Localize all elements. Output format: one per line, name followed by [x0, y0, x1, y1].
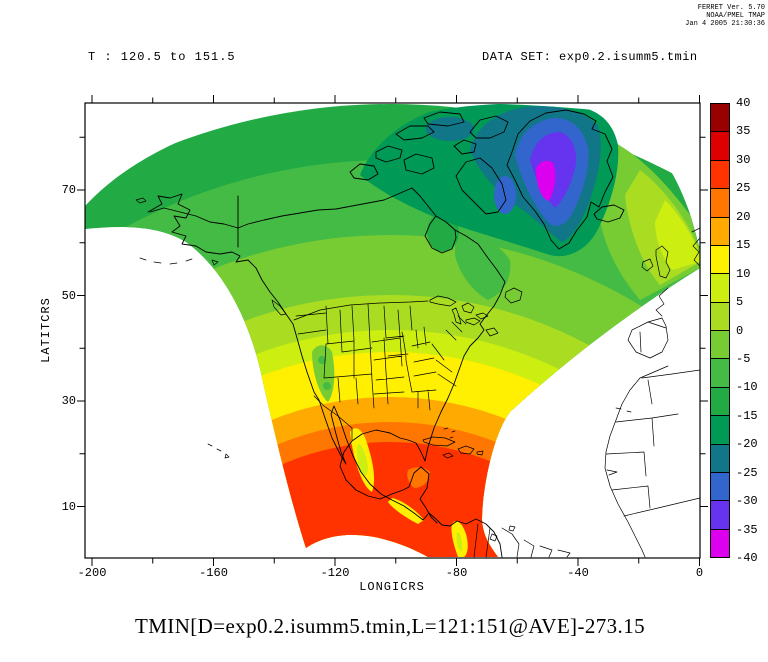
coastlines-and-borders: [135, 109, 700, 558]
x-tick-label: -120: [320, 566, 350, 580]
colorbar-cell: [711, 501, 729, 530]
puerto-rico: [476, 450, 484, 456]
colorbar-level-label: 20: [736, 209, 751, 224]
us-mexico-border: [313, 395, 353, 441]
colorbar-level-label: -10: [736, 380, 758, 395]
great-lakes: [429, 295, 489, 326]
vancouver-island: [271, 299, 287, 316]
rockies-cold-spot-2: [323, 382, 331, 390]
british-isles: [641, 245, 671, 279]
time-range-title: T : 120.5 to 151.5: [88, 50, 236, 64]
cuba: [422, 436, 456, 447]
y-tick-label: 50: [61, 288, 76, 303]
coastline-gulf-east-coast: [351, 229, 506, 462]
colorbar-level-label: 40: [736, 96, 751, 110]
plot-border: [84, 102, 701, 559]
strait-teal-patch: [426, 117, 474, 141]
dataset-title: DATA SET: exp0.2.isumm5.tmin: [482, 50, 698, 64]
colorbar-level-label: -15: [736, 408, 758, 423]
colorbar-level-label: 0: [736, 323, 744, 338]
colorbar-cell: [711, 416, 729, 445]
colorbar-level-label: -35: [736, 522, 758, 537]
baffin-island: [455, 157, 507, 215]
sierra-madre-core: [356, 444, 368, 476]
europe-coast: [655, 287, 669, 317]
ferret-credit: FERRET Ver. 5.70 NOAA/PMEL TMAP Jan 4 20…: [685, 4, 765, 28]
greenland-coast: [506, 109, 614, 250]
hispaniola: [457, 445, 475, 455]
nova-scotia: [485, 327, 499, 337]
us-canada-border: [293, 300, 429, 321]
colorbar-cell: [711, 245, 729, 275]
x-tick-label: 0: [695, 566, 704, 580]
us-state-borders: [295, 303, 467, 411]
iberia: [627, 317, 669, 359]
y-tick-label: 30: [61, 394, 76, 408]
south-america-coast: [501, 527, 571, 558]
colorbar-level-label: 5: [736, 295, 744, 310]
colorbar-cell: [711, 472, 729, 502]
south-america-borders: [473, 523, 516, 558]
scandinavia-coast: [691, 227, 700, 267]
greenland-magenta-core: [536, 160, 556, 201]
credit-line-org: NOAA/PMEL TMAP: [706, 12, 765, 20]
rockies-cold-spot-1: [318, 356, 326, 364]
arctic-islands: [349, 111, 509, 181]
coastline-hudson-bay: [424, 215, 457, 254]
coastline-gulf-yucatan: [339, 440, 438, 524]
colorbar-level-label: 25: [736, 181, 751, 196]
andes-core: [456, 532, 463, 552]
x-tick-label: -200: [77, 566, 107, 580]
y-tick-label: 10: [61, 499, 76, 514]
x-axis-label: LONGICRS: [359, 580, 425, 594]
colorbar-cell: [711, 387, 729, 417]
central-america-cool-stripe: [388, 498, 424, 524]
colorbar-level-label: -20: [736, 437, 758, 452]
colorbar-level-label: 10: [736, 266, 751, 281]
x-tick-label: -160: [199, 566, 228, 580]
colorbar-cell: [711, 274, 729, 303]
y-tick-label: 70: [61, 183, 76, 197]
colorbar: [710, 103, 730, 558]
bahamas: [443, 427, 456, 439]
x-tick-label: -40: [567, 566, 589, 580]
credit-line-version: FERRET Ver. 5.70: [697, 4, 765, 12]
colorbar-cell: [711, 529, 729, 557]
credit-line-date: Jan 4 2005 21:30:36: [685, 20, 765, 28]
labrador-cool-patch: [455, 234, 511, 300]
colorbar-level-label: 35: [736, 124, 751, 139]
africa-west-coast: [604, 365, 669, 558]
colorbar-level-label: -30: [736, 494, 758, 509]
colorbar-level-label: -40: [736, 551, 758, 565]
variable-expression: TMIN[D=exp0.2.isumm5.tmin,L=121:151@AVE]…: [135, 614, 645, 638]
jamaica: [442, 452, 454, 459]
colorbar-cell: [711, 217, 729, 246]
africa-country-borders: [605, 369, 700, 517]
colorbar-level-label: -25: [736, 465, 758, 480]
colorbar-cell: [711, 189, 729, 218]
colorbar-level-label: 30: [736, 152, 751, 167]
colorbar-level-label: 15: [736, 238, 751, 253]
colorbar-cell: [711, 302, 729, 331]
colorbar-cell: [711, 331, 729, 360]
hawaii: [207, 443, 230, 459]
iceland: [593, 204, 625, 223]
aleutian-islands: [139, 257, 219, 266]
axis-ticks: [77, 95, 708, 566]
colorbar-cell: [711, 132, 729, 161]
atlantic-warm-band-3: [655, 200, 700, 270]
colorbar-cell: [711, 359, 729, 388]
yucatan-warm-patch: [407, 467, 430, 488]
x-tick-label: -80: [445, 566, 468, 580]
colorbar-level-label: -5: [736, 351, 751, 366]
coastline-arctic: [149, 187, 437, 229]
colorbar-cell: [711, 104, 729, 133]
st-lawrence-island: [135, 197, 147, 204]
colorbar-cell: [711, 444, 729, 473]
newfoundland: [504, 287, 523, 304]
coastline-west-and-central-america: [147, 193, 503, 558]
colorbar-cell: [711, 160, 729, 190]
